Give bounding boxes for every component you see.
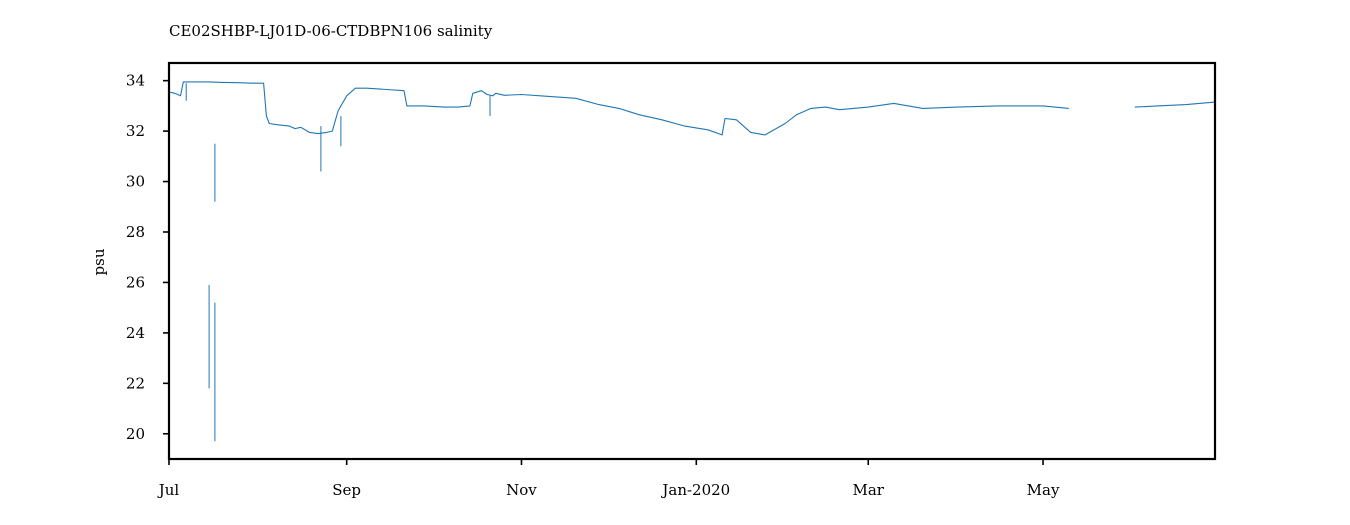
y-tick-label: 20 — [126, 425, 145, 443]
y-tick-label: 32 — [126, 122, 145, 140]
y-tick-label: 30 — [126, 173, 145, 191]
x-tick-label: Sep — [332, 481, 361, 499]
x-tick-label: Jan-2020 — [660, 481, 730, 499]
chart-title: CE02SHBP-LJ01D-06-CTDBPN106 salinity — [169, 22, 493, 40]
x-tick-label: Mar — [853, 481, 885, 499]
plot-area — [168, 81, 1216, 442]
y-tick-label: 26 — [126, 273, 145, 291]
x-tick-label: Jul — [157, 481, 180, 499]
series-line-1 — [1134, 101, 1216, 108]
y-tick-label: 28 — [126, 223, 145, 241]
x-tick-label: Nov — [506, 481, 537, 499]
axes: 20 22 24 26 28 30 32 34 Jul Sep Nov Jan-2020 Mar May — [126, 61, 1217, 499]
y-tick-label: 34 — [126, 72, 145, 90]
y-tick-label: 22 — [126, 374, 145, 392]
x-tick-label: May — [1027, 481, 1060, 499]
y-tick-label: 24 — [126, 324, 145, 342]
plot-frame — [167, 61, 1217, 461]
series-line-0 — [168, 81, 1069, 136]
